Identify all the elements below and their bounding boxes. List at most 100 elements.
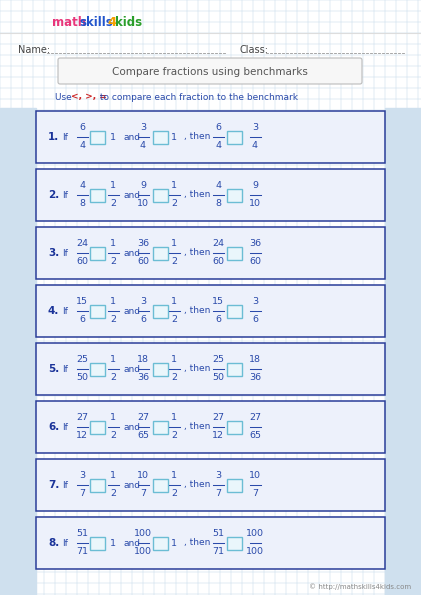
Text: 1: 1 (110, 355, 116, 365)
Text: 71: 71 (76, 547, 88, 556)
Text: and: and (124, 306, 141, 315)
FancyBboxPatch shape (152, 189, 168, 202)
FancyBboxPatch shape (36, 401, 385, 453)
Text: 27: 27 (76, 414, 88, 422)
Text: , then: , then (184, 249, 210, 258)
Text: 4.: 4. (48, 306, 59, 316)
Text: 12: 12 (76, 431, 88, 440)
Text: If: If (62, 422, 68, 431)
Text: 100: 100 (134, 547, 152, 556)
Text: 2: 2 (110, 199, 116, 208)
Text: , then: , then (184, 190, 210, 199)
Text: 10: 10 (137, 471, 149, 481)
FancyBboxPatch shape (152, 246, 168, 259)
Text: 1: 1 (171, 471, 177, 481)
Text: 6: 6 (140, 315, 146, 324)
Text: 24: 24 (76, 240, 88, 249)
Text: 4: 4 (79, 181, 85, 190)
Text: 2: 2 (110, 374, 116, 383)
Text: 50: 50 (76, 374, 88, 383)
Text: 3: 3 (252, 124, 258, 133)
FancyBboxPatch shape (152, 362, 168, 375)
Text: 65: 65 (137, 431, 149, 440)
Text: 24: 24 (212, 240, 224, 249)
Text: 2.: 2. (48, 190, 59, 200)
Text: 2: 2 (171, 374, 177, 383)
FancyBboxPatch shape (226, 305, 242, 318)
Text: 2: 2 (110, 315, 116, 324)
Text: If: If (62, 133, 68, 142)
Text: 2: 2 (110, 490, 116, 499)
FancyBboxPatch shape (36, 111, 385, 163)
Text: and: and (124, 365, 141, 374)
Text: 1: 1 (171, 181, 177, 190)
Text: 12: 12 (212, 431, 224, 440)
Text: 1: 1 (171, 355, 177, 365)
Text: 36: 36 (249, 374, 261, 383)
Text: 25: 25 (212, 355, 224, 365)
Text: 1: 1 (110, 133, 116, 142)
Text: 2: 2 (171, 315, 177, 324)
Text: 1: 1 (110, 414, 116, 422)
Text: 7: 7 (140, 490, 146, 499)
Text: 4: 4 (252, 142, 258, 151)
FancyBboxPatch shape (36, 285, 385, 337)
Text: math: math (52, 15, 86, 29)
Text: 3: 3 (140, 124, 146, 133)
Text: 3: 3 (140, 298, 146, 306)
Text: 6: 6 (215, 124, 221, 133)
Text: 7.: 7. (48, 480, 59, 490)
FancyBboxPatch shape (226, 478, 242, 491)
Text: 1.: 1. (48, 132, 59, 142)
FancyBboxPatch shape (36, 343, 385, 395)
Text: 4: 4 (140, 142, 146, 151)
FancyBboxPatch shape (226, 130, 242, 143)
Text: 6: 6 (252, 315, 258, 324)
Text: 18: 18 (137, 355, 149, 365)
FancyBboxPatch shape (226, 537, 242, 550)
Text: Name:: Name: (18, 45, 50, 55)
Text: 2: 2 (171, 431, 177, 440)
Text: 6: 6 (79, 124, 85, 133)
FancyBboxPatch shape (90, 189, 104, 202)
Text: If: If (62, 481, 68, 490)
Text: 36: 36 (137, 374, 149, 383)
Text: 100: 100 (134, 530, 152, 538)
Text: 4: 4 (79, 142, 85, 151)
Text: 7: 7 (252, 490, 258, 499)
Text: 4: 4 (215, 142, 221, 151)
FancyBboxPatch shape (36, 459, 385, 511)
Text: 7: 7 (79, 490, 85, 499)
FancyBboxPatch shape (226, 362, 242, 375)
Text: If: If (62, 538, 68, 547)
Text: If: If (62, 306, 68, 315)
Text: , then: , then (184, 422, 210, 431)
Text: 51: 51 (76, 530, 88, 538)
Text: 1: 1 (171, 240, 177, 249)
Text: 1: 1 (110, 471, 116, 481)
Text: 25: 25 (76, 355, 88, 365)
Text: © http://mathskills4kids.com: © http://mathskills4kids.com (309, 584, 411, 590)
Text: Use: Use (55, 92, 75, 102)
Text: 1: 1 (110, 298, 116, 306)
FancyBboxPatch shape (90, 305, 104, 318)
FancyBboxPatch shape (226, 189, 242, 202)
FancyBboxPatch shape (152, 130, 168, 143)
Text: 3.: 3. (48, 248, 59, 258)
Text: , then: , then (184, 306, 210, 315)
Text: and: and (124, 422, 141, 431)
Text: 1: 1 (171, 133, 177, 142)
Text: 27: 27 (249, 414, 261, 422)
Text: , then: , then (184, 133, 210, 142)
FancyBboxPatch shape (226, 421, 242, 434)
Text: 71: 71 (212, 547, 224, 556)
Text: 5.: 5. (48, 364, 59, 374)
Text: 9: 9 (140, 181, 146, 190)
FancyBboxPatch shape (226, 246, 242, 259)
Text: 2: 2 (171, 258, 177, 267)
Text: 2: 2 (110, 258, 116, 267)
Text: 18: 18 (249, 355, 261, 365)
Text: 100: 100 (246, 547, 264, 556)
Text: 8.: 8. (48, 538, 59, 548)
Text: Compare fractions using benchmarks: Compare fractions using benchmarks (112, 67, 308, 77)
